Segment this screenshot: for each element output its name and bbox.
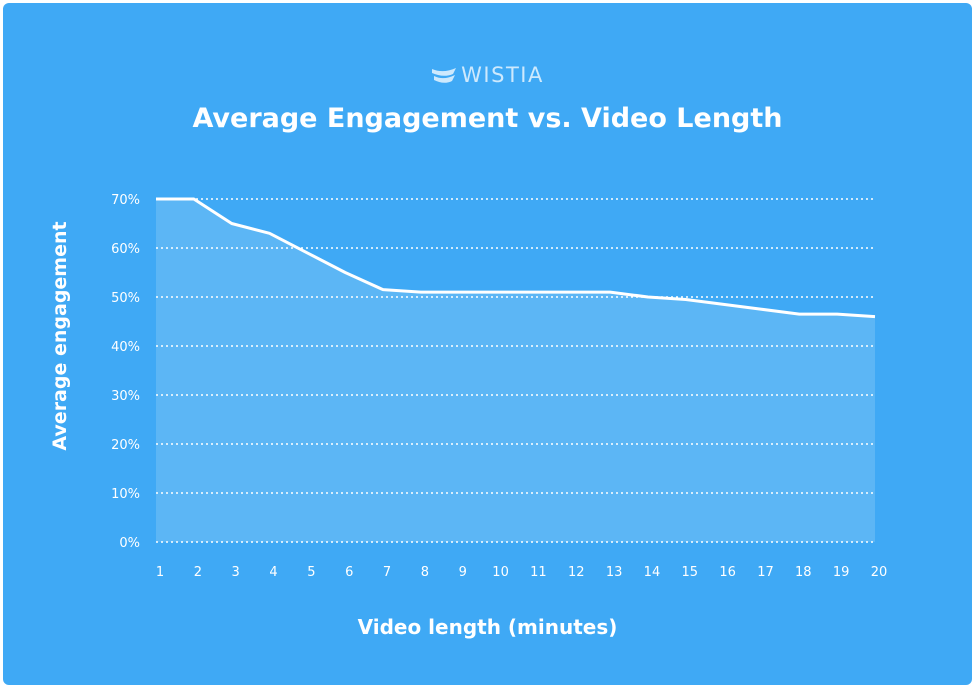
engagement-line [156,197,876,319]
x-tick-label: 10 [492,565,509,580]
x-tick-label: 12 [568,565,585,580]
x-tick-label: 11 [530,565,547,580]
y-tick-label: 10% [111,487,140,502]
y-tick-label: 50% [111,291,140,306]
x-tick-label: 6 [345,565,353,580]
engagement-area [156,199,875,542]
y-tick-label: 30% [111,389,140,404]
x-tick-label: 9 [459,565,467,580]
x-tick-label: 20 [871,565,888,580]
y-tick-label: 40% [111,340,140,355]
x-tick-label: 2 [194,565,202,580]
x-tick-label: 8 [421,565,429,580]
x-tick-label: 5 [307,565,315,580]
x-tick-label: 13 [606,565,623,580]
x-tick-label: 17 [757,565,774,580]
x-tick-label: 15 [682,565,699,580]
x-tick-label: 14 [644,565,661,580]
x-tick-label: 3 [232,565,240,580]
y-tick-label: 60% [111,242,140,257]
x-tick-label: 7 [383,565,391,580]
y-tick-label: 0% [119,536,140,551]
x-tick-label: 1 [156,565,164,580]
chart-card: WISTIA Average Engagement vs. Video Leng… [3,3,972,685]
x-tick-label: 18 [795,565,812,580]
chart-title: Average Engagement vs. Video Length [192,103,783,134]
y-tick-label: 20% [111,438,140,453]
y-tick-label: 70% [111,193,140,208]
x-tick-label: 19 [833,565,850,580]
x-tick-label: 16 [719,565,736,580]
x-axis-label: Video length (minutes) [357,615,618,639]
engagement-chart: 0%10%20%30%40%50%60%70%1 2 3 4 5 6 7 8 9 10 11 12 13… [111,193,888,580]
brand-header: WISTIA [3,61,972,89]
x-tick-label: 4 [269,565,277,580]
wistia-logo-icon [431,66,457,84]
brand-name: WISTIA [461,63,544,87]
